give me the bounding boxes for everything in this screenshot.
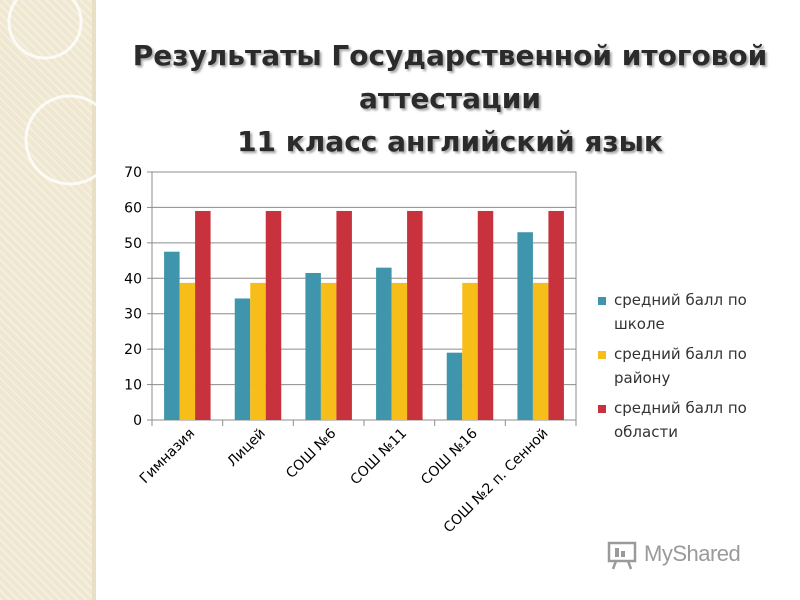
bar-1-1: [164, 251, 180, 420]
bar-3-2: [265, 210, 282, 420]
legend-swatch: [598, 351, 606, 359]
slide-title-line-1: Результаты Государственной итоговой: [132, 39, 768, 72]
legend-label: средний балл по району: [614, 345, 747, 387]
legend-swatch: [598, 405, 606, 413]
decorative-circles: [7, 0, 116, 186]
watermark-text: MyShared: [644, 541, 741, 566]
slide-title: Результаты Государственной итоговой атте…: [100, 34, 800, 163]
slide-title-line-2: аттестации: [358, 82, 542, 115]
decorative-side-strip: [0, 0, 92, 600]
legend-label: средний балл по области: [614, 399, 747, 441]
bar-2-1: [179, 282, 196, 420]
bar-1-3: [305, 272, 321, 420]
bar-3-4: [407, 210, 423, 420]
bar-1-4: [376, 267, 392, 420]
y-tick-label: 30: [124, 307, 142, 323]
bar-2-6: [532, 282, 549, 420]
legend-item-2: средний балл по району: [598, 342, 788, 390]
legend-swatch: [598, 297, 606, 305]
y-tick-label: 50: [124, 236, 142, 252]
y-tick-label: 0: [133, 413, 142, 429]
bar-2-2: [250, 282, 266, 420]
bar-3-6: [548, 210, 564, 420]
x-tick-label: СОШ №11: [348, 426, 411, 489]
x-tick-label: СОШ №6: [283, 425, 339, 481]
legend-item-1: средний балл по школе: [598, 288, 788, 336]
y-tick-label: 70: [124, 165, 142, 181]
bar-1-5: [446, 352, 463, 420]
x-tick-label: Лицей: [224, 426, 268, 470]
presentation-board-icon: [607, 541, 637, 570]
bar-1-6: [517, 232, 533, 420]
bar-3-3: [336, 210, 352, 420]
x-tick-label: СОШ №16: [418, 425, 481, 488]
bar-2-4: [391, 282, 408, 420]
legend-item-3: средний балл по области: [598, 396, 788, 444]
y-tick-label: 20: [124, 342, 142, 358]
bar-3-5: [477, 210, 494, 420]
bar-2-3: [320, 282, 337, 420]
y-tick-label: 60: [124, 200, 142, 216]
x-tick-label: Гимназия: [137, 426, 198, 487]
y-tick-label: 10: [124, 378, 142, 394]
bar-2-5: [462, 282, 478, 420]
chart-legend: средний балл по школе средний балл по рай…: [598, 288, 788, 450]
plot-area-border: [151, 171, 577, 421]
slide-title-line-3: 11 класс английский язык: [237, 125, 663, 158]
y-tick-label: 40: [124, 271, 142, 287]
legend-label: средний балл по школе: [614, 291, 747, 333]
decorative-side-line: [92, 0, 96, 600]
bar-3-1: [195, 210, 211, 420]
bar-1-2: [234, 298, 251, 420]
